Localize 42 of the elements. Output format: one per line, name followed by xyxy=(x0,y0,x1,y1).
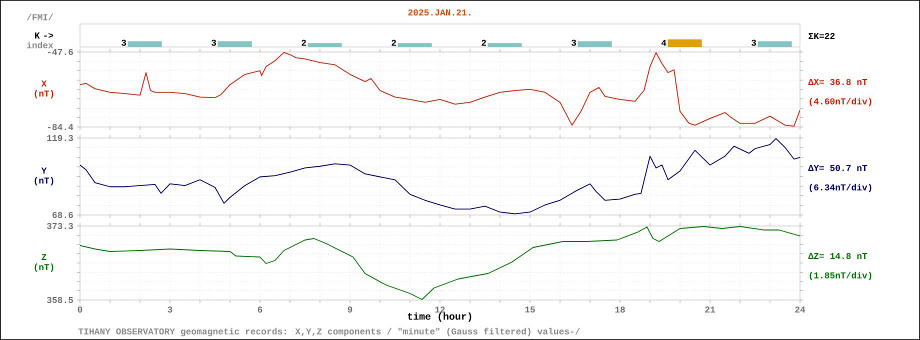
data-label: 3 xyxy=(572,40,576,46)
data-label: 2 xyxy=(482,40,486,46)
text: ΔX= 36.8 nT xyxy=(808,78,868,86)
x-tick-label: 12 xyxy=(435,306,445,313)
y-axis-title: Z (nT) xyxy=(34,254,54,272)
x-tick-label: 0 xyxy=(78,306,82,313)
text: ΔY= 50.7 nT xyxy=(808,164,868,172)
x-tick-label: 21 xyxy=(705,306,716,313)
x-tick-label: 3 xyxy=(168,306,172,313)
y-axis-title: Y (nT) xyxy=(34,168,54,186)
y-tick-label: 68.6 xyxy=(52,212,73,218)
line-series xyxy=(80,52,800,127)
x-tick-label: 18 xyxy=(615,306,625,313)
x-tick-label: 6 xyxy=(258,306,262,313)
line-series xyxy=(80,138,800,214)
text: /FMI/ xyxy=(26,14,54,20)
y-tick-label: 119.3 xyxy=(47,134,74,142)
text: (6.34nT/div) xyxy=(810,184,872,192)
y-tick-label: 358.5 xyxy=(46,296,74,304)
data-label: 3 xyxy=(212,40,216,46)
line-series xyxy=(80,226,800,300)
text: (1.85nT/div) xyxy=(810,272,872,280)
data-label: 3 xyxy=(752,40,756,46)
y-axis-title: K -> xyxy=(35,32,54,38)
data-label: 2 xyxy=(392,40,396,46)
text: TIHANY OBSERVATORY geomagnetic records: X,Y,Z components / "minute" (Gauss filtered) values-/ xyxy=(78,328,580,336)
text: ΣK=22 xyxy=(808,32,835,39)
data-label: 4 xyxy=(661,40,666,46)
x-tick-label: 24 xyxy=(795,306,806,313)
x-tick-label: 9 xyxy=(348,306,352,313)
y-tick-label: -47.6 xyxy=(48,48,73,56)
y-tick-label: 373.3 xyxy=(46,222,74,230)
y-axis-title: X (nT) xyxy=(34,80,54,98)
x-axis-title: time (hour) xyxy=(408,312,472,322)
x-tick-label: 15 xyxy=(525,306,535,313)
text: ΔZ= 14.8 nT xyxy=(808,252,868,260)
y-tick-label: -84.4 xyxy=(48,124,74,130)
data-label: 2 xyxy=(302,40,306,46)
text: index xyxy=(27,42,54,48)
data-label: 3 xyxy=(122,40,126,46)
text: (4.60nT/div) xyxy=(810,98,872,106)
chart-title: 2025.JAN.21. xyxy=(408,9,470,16)
